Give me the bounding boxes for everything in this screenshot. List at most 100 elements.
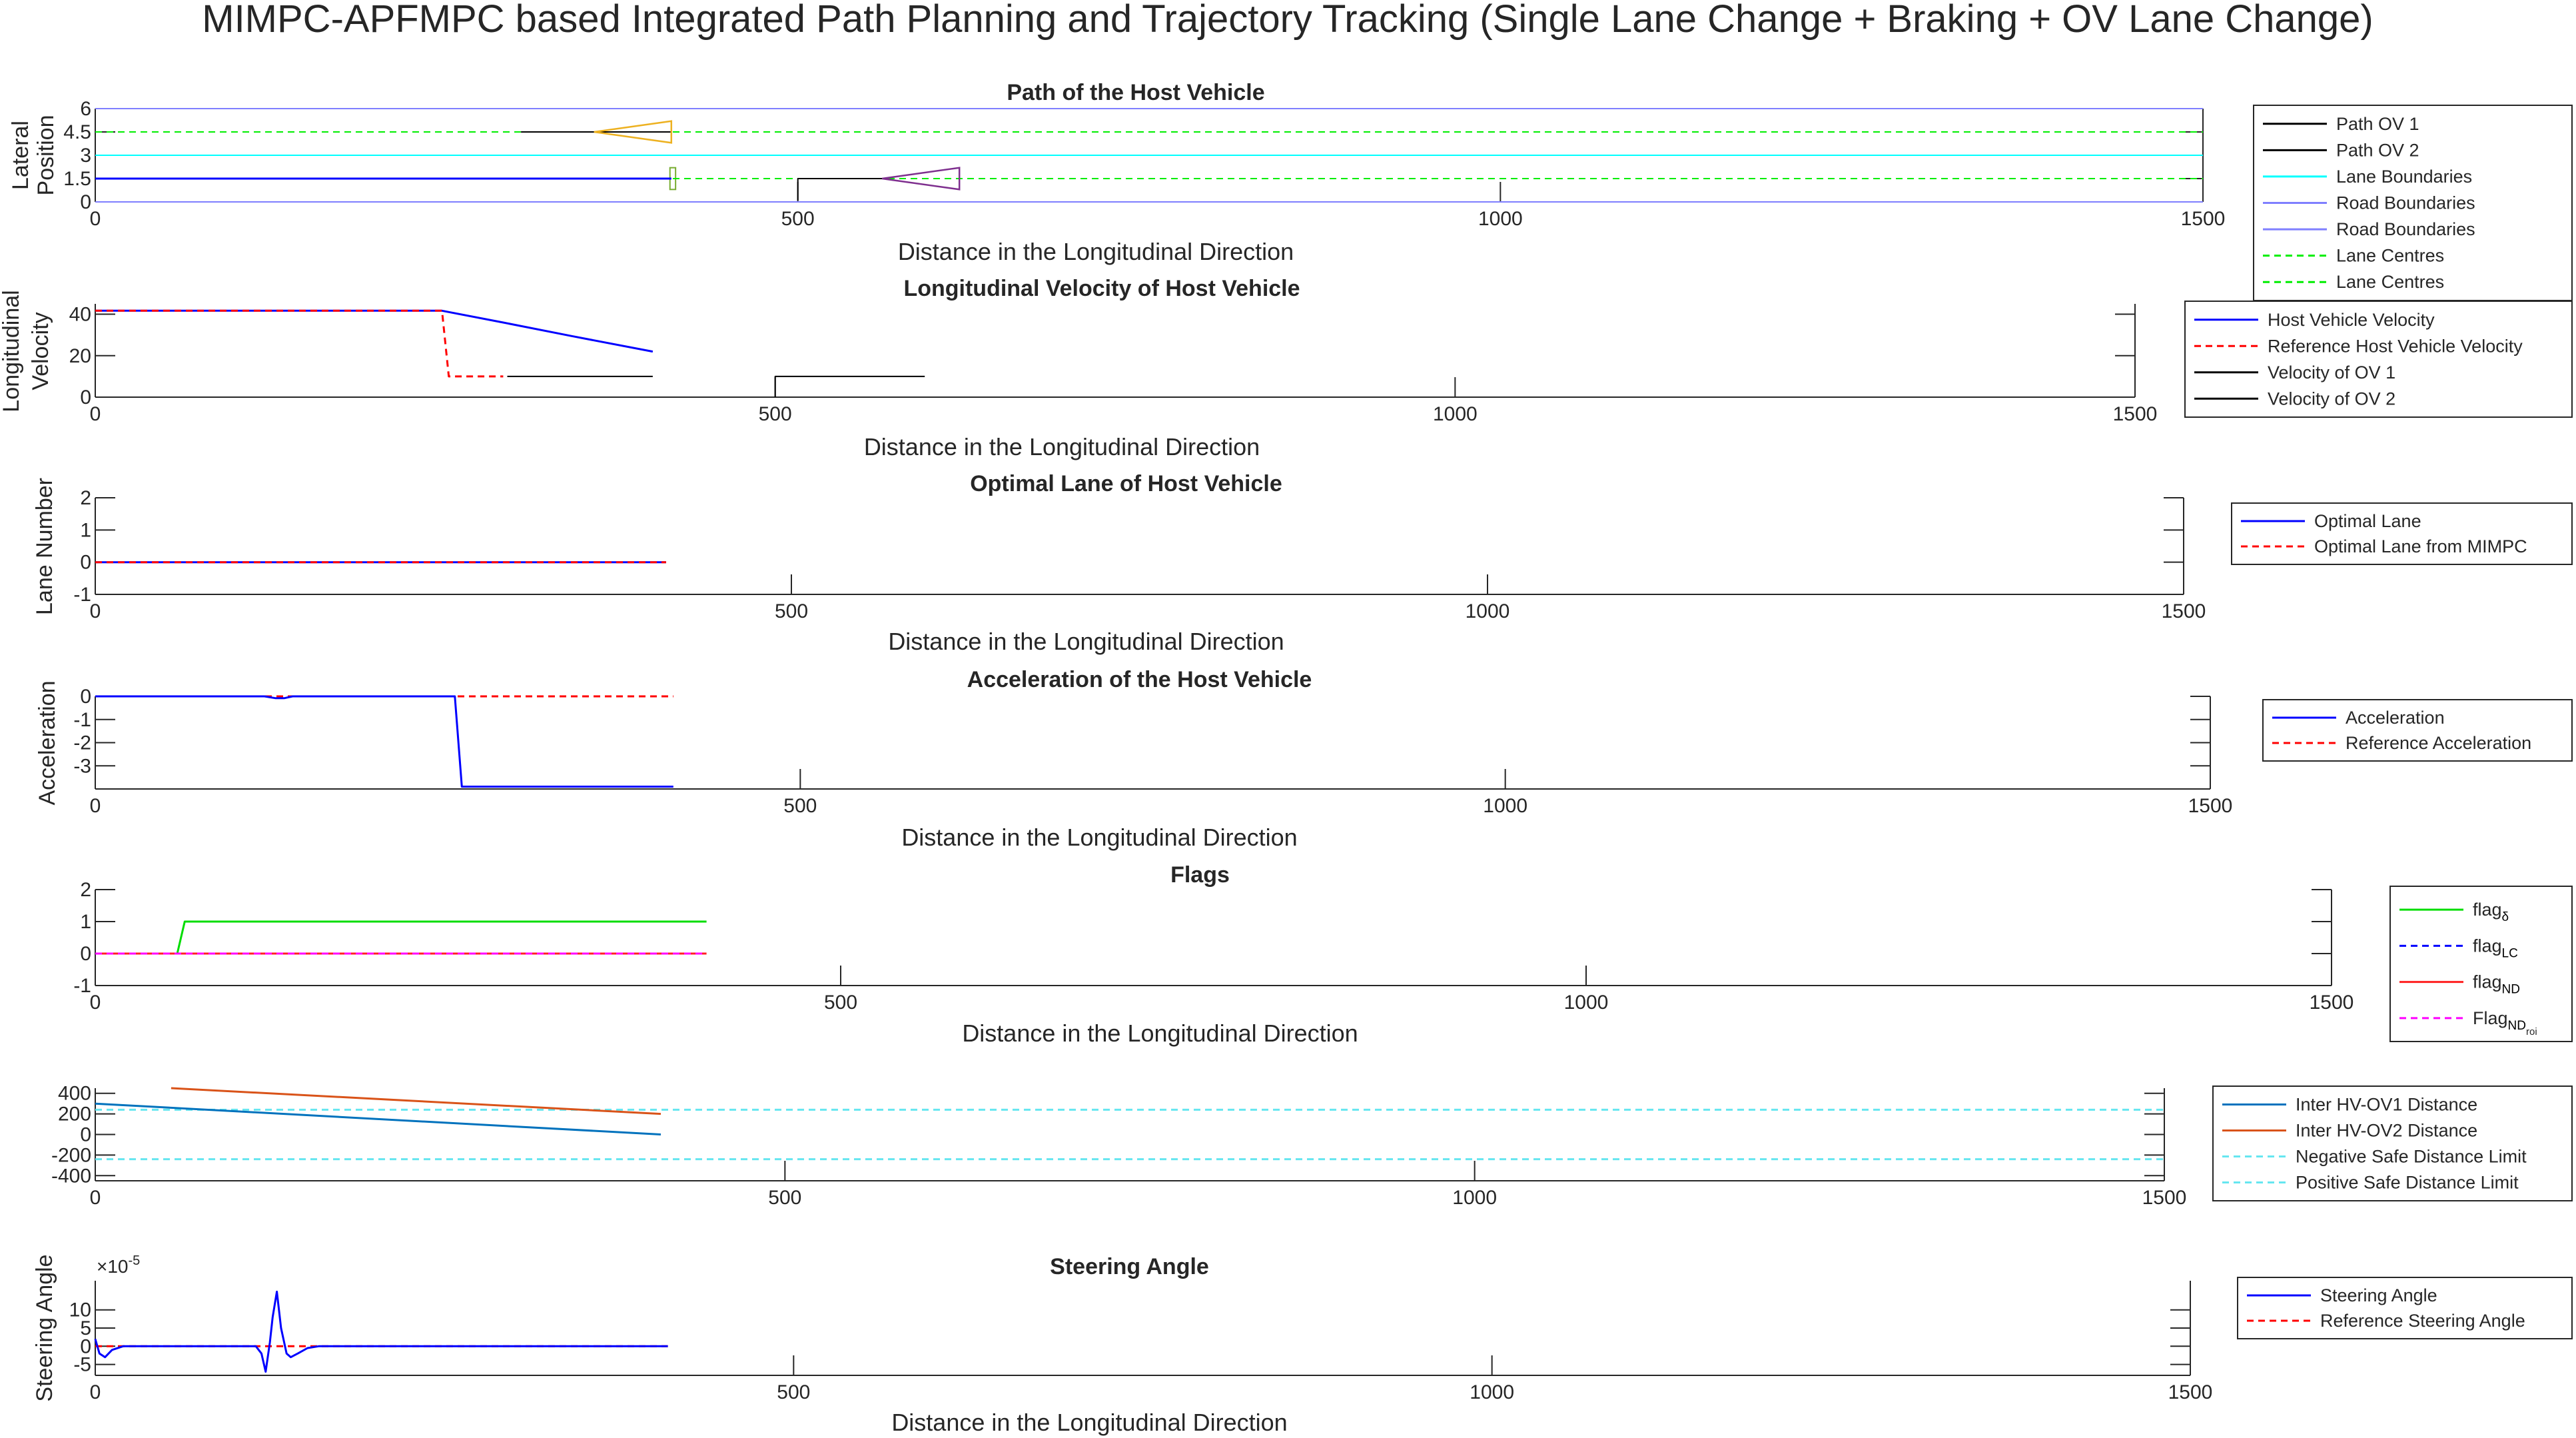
legend-label: Optimal Lane <box>2314 511 2421 531</box>
legend-label: Inter HV-OV2 Distance <box>2296 1121 2477 1141</box>
panel-title: Optimal Lane of Host Vehicle <box>970 471 1282 496</box>
series-line <box>95 695 673 788</box>
panel-title: Path of the Host Vehicle <box>1007 80 1264 105</box>
figure-title: MIMPC-APFMPC based Integrated Path Plann… <box>202 0 2373 41</box>
legend: Acceleration Reference Acceleration <box>2262 699 2573 762</box>
x-tick-label: 500 <box>777 1381 810 1403</box>
panel-title: Flags <box>1170 862 1230 888</box>
x-tick-label: 0 <box>90 1381 101 1403</box>
x-tick-label: 1500 <box>2113 403 2158 425</box>
y-tick-label: 0 <box>80 191 91 213</box>
y-tick-label: 1.5 <box>63 168 91 190</box>
x-tick-label: 1000 <box>1452 1187 1497 1209</box>
x-tick-label: 0 <box>90 403 101 425</box>
x-tick-label: 1000 <box>1478 208 1523 230</box>
legend-label: Velocity of OV 1 <box>2268 362 2395 382</box>
y-axis-label: Acceleration <box>35 680 60 805</box>
legend-label: Velocity of OV 2 <box>2268 388 2395 408</box>
panel-velocity: 0 500 1000 1500 0 20 40 Longitudinal Velocity o… <box>0 276 2573 460</box>
series-line <box>94 1290 668 1373</box>
x-axis-label: Distance in the Longitudinal Direction <box>891 1409 1287 1436</box>
panel-data <box>95 695 673 788</box>
x-axis-label: Distance in the Longitudinal Direction <box>962 1020 1358 1047</box>
y-tick-label: 3 <box>80 145 91 167</box>
panel-title: Steering Angle <box>1050 1254 1209 1279</box>
x-tick-label: 500 <box>824 992 857 1014</box>
series-line <box>797 178 883 201</box>
legend-label: Positive Safe Distance Limit <box>2296 1173 2519 1193</box>
legend-label: Reference Host Vehicle Velocity <box>2268 336 2523 356</box>
y-tick-label: -400 <box>51 1165 91 1187</box>
panel-data <box>95 1087 2164 1161</box>
y-tick-label: 1 <box>80 911 91 933</box>
y-axis-label: Steering Angle <box>32 1254 57 1401</box>
panel-title: Longitudinal Velocity of Host Vehicle <box>903 276 1300 301</box>
x-tick-label: 0 <box>90 992 101 1014</box>
legend: Inter HV-OV1 Distance Inter HV-OV2 Distan… <box>2212 1085 2573 1201</box>
x-tick-label: 0 <box>90 600 101 622</box>
y-axis-label: Position <box>33 115 59 196</box>
x-tick-label: 1000 <box>1433 403 1478 425</box>
legend-label: Road Boundaries <box>2336 219 2475 239</box>
y-tick-label: -1 <box>73 584 91 606</box>
series-line <box>774 375 925 397</box>
legend-label: Path OV 1 <box>2336 114 2419 134</box>
x-tick-label: 1000 <box>1466 600 1510 622</box>
x-tick-label: 500 <box>759 403 792 425</box>
vehicle-triangle <box>594 120 673 144</box>
y-tick-label: -1 <box>73 975 91 997</box>
x-axis-label: Distance in the Longitudinal Direction <box>888 628 1284 655</box>
x-tick-label: 0 <box>90 208 101 230</box>
legend-label: Lane Centres <box>2336 272 2444 292</box>
y-axis-label: Lane Number <box>32 478 57 615</box>
panel-data <box>94 1290 668 1373</box>
legend-label: Negative Safe Distance Limit <box>2296 1147 2527 1167</box>
y-tick-label: 6 <box>80 98 91 120</box>
legend-label: Path OV 2 <box>2336 140 2419 160</box>
vehicle-triangle <box>882 167 961 191</box>
x-tick-label: 1500 <box>2168 1381 2213 1403</box>
legend-box <box>2389 886 2573 1042</box>
y-tick-label: -2 <box>73 732 91 754</box>
x-tick-label: 0 <box>90 795 101 817</box>
y-tick-label: 0 <box>80 1124 91 1146</box>
y-tick-label: 400 <box>58 1083 91 1105</box>
legend-label: Optimal Lane from MIMPC <box>2314 536 2527 556</box>
panel-data <box>95 920 707 955</box>
series-line <box>171 1087 661 1115</box>
x-tick-label: 500 <box>783 795 817 817</box>
y-tick-label: 200 <box>58 1103 91 1125</box>
series-line <box>95 309 504 378</box>
x-tick-label: 500 <box>781 208 815 230</box>
series-line <box>95 1102 661 1135</box>
legend: Path OV 1 Path OV 2 Lane Boundaries Road Bo… <box>2253 105 2573 301</box>
legend-label: Acceleration <box>2346 708 2445 728</box>
x-tick-label: 1500 <box>2162 600 2206 622</box>
legend-label: Reference Acceleration <box>2346 733 2531 753</box>
y-tick-label: -1 <box>73 709 91 731</box>
y-axis-label: Longitudinal <box>0 290 24 412</box>
y-tick-label: 40 <box>69 304 91 326</box>
x-tick-label: 1500 <box>2181 208 2226 230</box>
x-tick-label: 1000 <box>1483 795 1527 817</box>
x-tick-label: 500 <box>775 600 808 622</box>
legend: Optimal Lane Optimal Lane from MIMPC <box>2231 502 2573 565</box>
y-axis-label: Lateral <box>8 121 33 190</box>
legend: Host Vehicle Velocity Reference Host Vehi… <box>2184 301 2573 418</box>
y-tick-label: 0 <box>80 1335 91 1357</box>
legend: Steering Angle Reference Steering Angle <box>2237 1277 2573 1339</box>
legend-label: Host Vehicle Velocity <box>2268 310 2435 330</box>
x-tick-label: 1500 <box>2142 1187 2187 1209</box>
y-tick-label: 2 <box>80 487 91 509</box>
x-tick-label: 1000 <box>1564 992 1609 1014</box>
legend-box <box>2231 502 2573 565</box>
legend-label: Lane Centres <box>2336 246 2444 266</box>
x-tick-label: 0 <box>90 1187 101 1209</box>
legend-label: Road Boundaries <box>2336 193 2475 213</box>
y-tick-label: 0 <box>80 943 91 965</box>
